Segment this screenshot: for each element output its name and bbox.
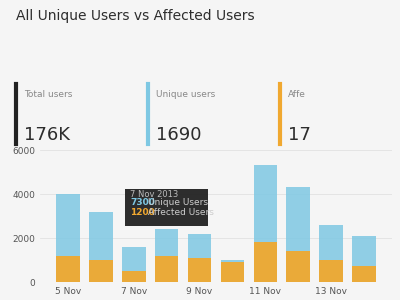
Text: 7300: 7300: [130, 198, 155, 207]
Bar: [286, 188, 310, 282]
Bar: [155, 229, 178, 282]
Bar: [221, 262, 244, 282]
Bar: [56, 256, 80, 282]
Bar: [319, 225, 343, 282]
Text: 1200: 1200: [130, 208, 155, 217]
Text: Total users: Total users: [24, 90, 72, 99]
Text: Affected Users: Affected Users: [148, 208, 213, 217]
Bar: [188, 258, 211, 282]
Bar: [89, 260, 113, 282]
Text: 7 Nov 2013: 7 Nov 2013: [130, 190, 179, 199]
Bar: [352, 266, 376, 282]
Text: Affe: Affe: [288, 90, 306, 99]
Bar: [122, 247, 146, 282]
Text: All Unique Users vs Affected Users: All Unique Users vs Affected Users: [16, 9, 255, 23]
Bar: [221, 260, 244, 282]
Bar: [286, 251, 310, 282]
Bar: [126, 188, 208, 226]
Text: 17: 17: [288, 126, 311, 144]
Bar: [352, 236, 376, 282]
Bar: [254, 242, 277, 282]
Bar: [254, 165, 277, 282]
Text: Unique users: Unique users: [156, 90, 215, 99]
Bar: [319, 260, 343, 282]
Text: 1690: 1690: [156, 126, 202, 144]
Bar: [89, 212, 113, 282]
Text: 176K: 176K: [24, 126, 70, 144]
Bar: [155, 256, 178, 282]
Bar: [56, 194, 80, 282]
Bar: [188, 234, 211, 282]
Text: Unique Users: Unique Users: [148, 198, 208, 207]
Bar: [122, 271, 146, 282]
